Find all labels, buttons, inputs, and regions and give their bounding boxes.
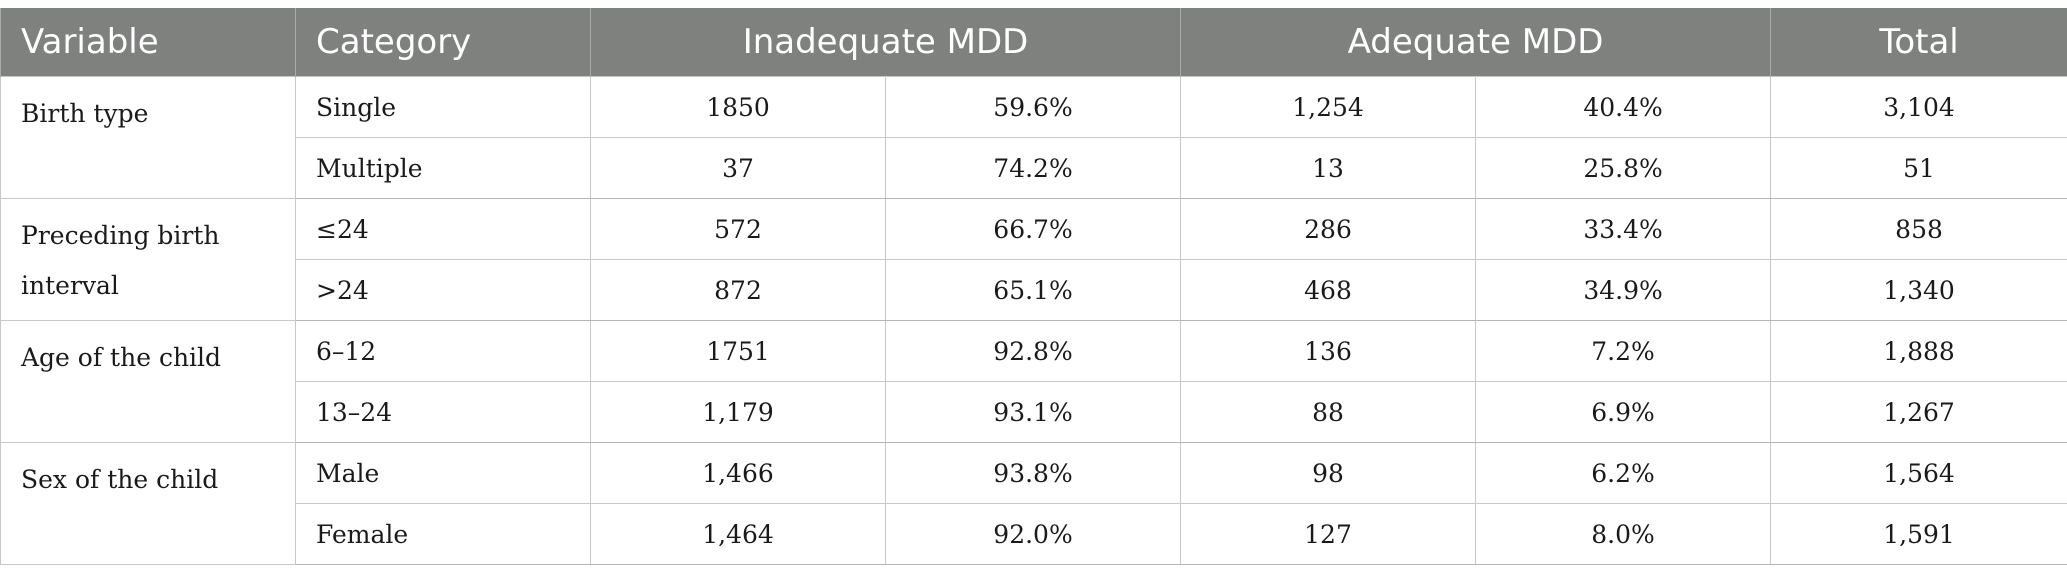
header-category: Category [295, 8, 591, 77]
inadequate-percent-cell: 74.2% [884, 137, 1182, 199]
category-cell: Female [295, 503, 591, 565]
adequate-percent-cell: 6.2% [1475, 442, 1772, 504]
inadequate-count-cell: 1,466 [590, 442, 886, 504]
adequate-percent-cell: 8.0% [1475, 503, 1772, 565]
adequate-count-cell: 468 [1180, 259, 1477, 321]
inadequate-percent-cell: 66.7% [884, 198, 1182, 260]
variable-cell: Preceding birth interval [0, 198, 296, 321]
inadequate-percent-cell: 93.1% [884, 381, 1182, 443]
inadequate-percent-cell: 59.6% [884, 76, 1182, 138]
header-inadequate-mdd: Inadequate MDD [589, 8, 1182, 77]
adequate-count-cell: 13 [1180, 137, 1477, 199]
total-cell: 1,591 [1770, 503, 2067, 565]
adequate-percent-cell: 34.9% [1475, 259, 1772, 321]
inadequate-count-cell: 1850 [590, 76, 886, 138]
adequate-percent-cell: 7.2% [1475, 320, 1772, 382]
category-cell: 6–12 [295, 320, 591, 382]
table-body: Birth type Single 1850 59.6% 1,254 40.4%… [0, 76, 2067, 565]
adequate-percent-cell: 25.8% [1475, 137, 1772, 199]
adequate-count-cell: 1,254 [1180, 76, 1477, 138]
table-row: Female 1,464 92.0% 127 8.0% 1,591 [1, 503, 2067, 565]
total-cell: 1,267 [1770, 381, 2067, 443]
category-cell: Male [295, 442, 591, 504]
total-cell: 51 [1770, 137, 2067, 199]
header-variable: Variable [0, 8, 296, 77]
adequate-percent-cell: 40.4% [1475, 76, 1772, 138]
header-total: Total [1770, 8, 2067, 77]
adequate-count-cell: 98 [1180, 442, 1477, 504]
variable-cell: Birth type [0, 76, 296, 199]
table-wrapper: Variable Category Inadequate MDD Adequat… [0, 8, 2067, 565]
total-cell: 1,888 [1770, 320, 2067, 382]
total-cell: 1,340 [1770, 259, 2067, 321]
category-cell: Single [295, 76, 591, 138]
table-row: >24 872 65.1% 468 34.9% 1,340 [1, 259, 2067, 321]
adequate-count-cell: 88 [1180, 381, 1477, 443]
adequate-count-cell: 286 [1180, 198, 1477, 260]
category-cell: ≤24 [295, 198, 591, 260]
total-cell: 1,564 [1770, 442, 2067, 504]
table-row: Sex of the child Male 1,466 93.8% 98 6.2… [0, 442, 2067, 565]
variable-cell: Sex of the child [0, 442, 296, 565]
category-cell: Multiple [295, 137, 591, 199]
inadequate-percent-cell: 93.8% [884, 442, 1182, 504]
header-adequate-mdd: Adequate MDD [1180, 8, 1772, 77]
adequate-count-cell: 127 [1180, 503, 1477, 565]
adequate-count-cell: 136 [1180, 320, 1477, 382]
inadequate-count-cell: 1,464 [590, 503, 886, 565]
adequate-percent-cell: 33.4% [1475, 198, 1772, 260]
mdd-table: Variable Category Inadequate MDD Adequat… [0, 8, 2067, 565]
table-row: Age of the child 6–12 1751 92.8% 136 7.2… [0, 320, 2067, 443]
inadequate-percent-cell: 92.8% [884, 320, 1182, 382]
inadequate-count-cell: 37 [590, 137, 886, 199]
table-row: Preceding birth interval ≤24 572 66.7% 2… [0, 198, 2067, 321]
table-row: Multiple 37 74.2% 13 25.8% 51 [1, 137, 2067, 199]
table-header: Variable Category Inadequate MDD Adequat… [0, 8, 2067, 77]
inadequate-percent-cell: 92.0% [884, 503, 1182, 565]
variable-cell: Age of the child [0, 320, 296, 443]
inadequate-count-cell: 572 [590, 198, 886, 260]
adequate-percent-cell: 6.9% [1475, 381, 1772, 443]
total-cell: 858 [1770, 198, 2067, 260]
category-cell: 13–24 [295, 381, 591, 443]
inadequate-count-cell: 1,179 [590, 381, 886, 443]
inadequate-count-cell: 1751 [590, 320, 886, 382]
category-cell: >24 [295, 259, 591, 321]
inadequate-count-cell: 872 [590, 259, 886, 321]
inadequate-percent-cell: 65.1% [884, 259, 1182, 321]
header-row: Variable Category Inadequate MDD Adequat… [0, 8, 2067, 77]
table-row: 13–24 1,179 93.1% 88 6.9% 1,267 [1, 381, 2067, 443]
total-cell: 3,104 [1770, 76, 2067, 138]
table-row: Birth type Single 1850 59.6% 1,254 40.4%… [0, 76, 2067, 199]
